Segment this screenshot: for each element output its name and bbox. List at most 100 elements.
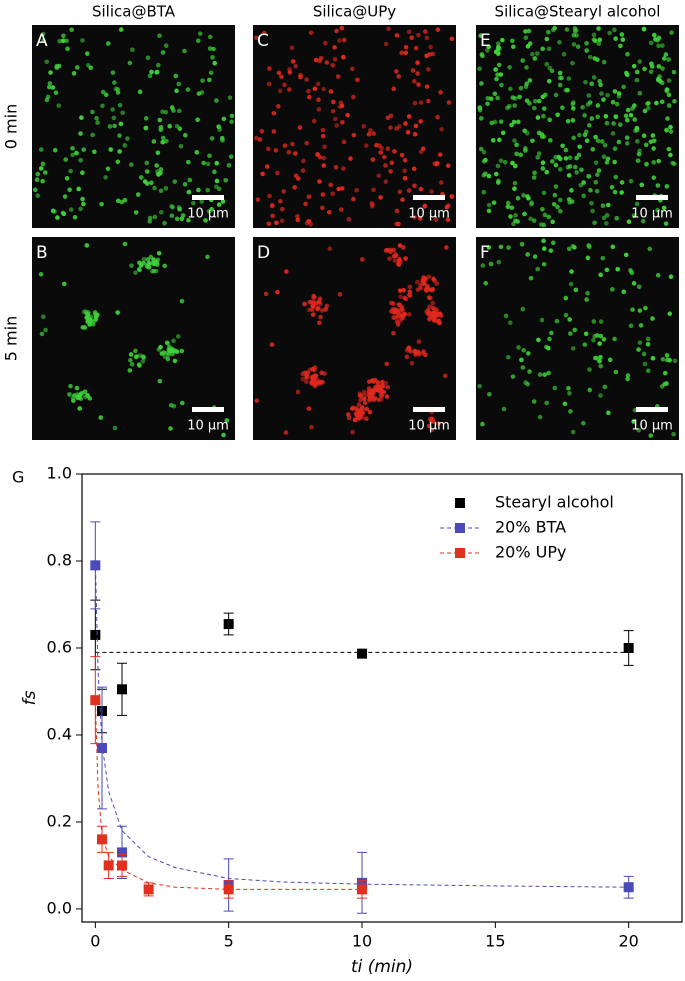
particle bbox=[80, 170, 85, 176]
particle bbox=[34, 177, 40, 182]
particle bbox=[320, 133, 326, 139]
particle bbox=[74, 150, 79, 156]
particle bbox=[595, 103, 601, 108]
particle bbox=[650, 133, 656, 138]
x-tick-label: 5 bbox=[224, 932, 234, 951]
particle bbox=[376, 386, 382, 392]
particle bbox=[628, 178, 634, 184]
particle bbox=[162, 220, 167, 226]
particle bbox=[259, 128, 265, 134]
particle bbox=[530, 138, 535, 144]
particle bbox=[637, 308, 643, 313]
micrograph bbox=[32, 25, 235, 228]
particle bbox=[418, 119, 423, 124]
particle bbox=[392, 149, 397, 154]
particle bbox=[397, 243, 403, 248]
particle bbox=[172, 179, 178, 184]
particle bbox=[487, 391, 492, 397]
particle bbox=[67, 392, 72, 397]
y-tick-label: 1.0 bbox=[47, 464, 72, 483]
particle bbox=[145, 55, 151, 61]
particle bbox=[532, 254, 538, 259]
particle bbox=[529, 200, 535, 206]
particle bbox=[157, 117, 163, 123]
particle bbox=[583, 79, 588, 85]
particle bbox=[166, 352, 172, 357]
marker bbox=[117, 847, 127, 858]
particle bbox=[144, 169, 150, 174]
particle bbox=[375, 380, 381, 385]
particle bbox=[628, 268, 633, 273]
particle bbox=[570, 60, 575, 66]
particle bbox=[354, 187, 359, 193]
particle bbox=[443, 373, 448, 379]
particle bbox=[127, 60, 133, 66]
particle bbox=[426, 274, 432, 280]
particle bbox=[263, 291, 269, 297]
particle bbox=[262, 30, 267, 36]
particle bbox=[569, 188, 574, 193]
particle bbox=[339, 25, 345, 31]
particle bbox=[536, 337, 541, 343]
particle bbox=[606, 202, 611, 208]
particle bbox=[354, 410, 359, 416]
particle bbox=[437, 152, 443, 157]
particle bbox=[415, 60, 420, 65]
particle bbox=[265, 146, 271, 152]
particle bbox=[90, 109, 95, 115]
particle bbox=[341, 37, 347, 43]
marker bbox=[357, 648, 367, 659]
particle bbox=[486, 245, 492, 250]
particle bbox=[364, 416, 369, 422]
particle bbox=[412, 215, 417, 220]
particle bbox=[499, 82, 504, 88]
particle bbox=[488, 261, 494, 267]
particle bbox=[315, 306, 320, 312]
particle bbox=[617, 122, 623, 127]
particle bbox=[149, 180, 154, 186]
particle bbox=[312, 86, 318, 92]
particle bbox=[508, 86, 513, 92]
particle bbox=[327, 209, 332, 215]
particle bbox=[364, 406, 370, 412]
particle bbox=[43, 327, 48, 333]
particle bbox=[99, 201, 104, 207]
particle bbox=[605, 156, 611, 162]
particle bbox=[546, 46, 552, 52]
particle bbox=[308, 30, 314, 36]
particle bbox=[619, 32, 625, 37]
particle bbox=[422, 278, 428, 283]
particle bbox=[201, 160, 206, 166]
particle bbox=[572, 26, 578, 31]
particle bbox=[257, 137, 263, 142]
particle bbox=[80, 38, 85, 43]
particle bbox=[197, 31, 203, 36]
particle bbox=[594, 188, 600, 194]
particle bbox=[587, 367, 592, 372]
x-tick-label: 0 bbox=[90, 932, 100, 951]
particle bbox=[604, 267, 610, 273]
particle bbox=[557, 167, 563, 172]
particle bbox=[158, 188, 164, 194]
particle bbox=[275, 289, 280, 295]
particle bbox=[632, 103, 637, 108]
particle bbox=[321, 155, 327, 161]
particle bbox=[176, 81, 182, 87]
particle bbox=[76, 186, 82, 192]
particle bbox=[503, 313, 509, 319]
particle bbox=[505, 204, 511, 210]
particle bbox=[207, 34, 213, 40]
particle bbox=[220, 138, 225, 143]
particle bbox=[271, 129, 277, 134]
particle bbox=[133, 354, 139, 360]
x-axis-label: ti (min) bbox=[351, 957, 413, 977]
particle bbox=[538, 222, 544, 227]
particle bbox=[172, 358, 178, 364]
particle bbox=[67, 187, 72, 193]
particle bbox=[509, 205, 515, 211]
particle bbox=[378, 150, 383, 155]
particle bbox=[313, 301, 319, 306]
particle bbox=[38, 147, 44, 152]
particle bbox=[378, 195, 383, 200]
particle bbox=[415, 71, 420, 76]
